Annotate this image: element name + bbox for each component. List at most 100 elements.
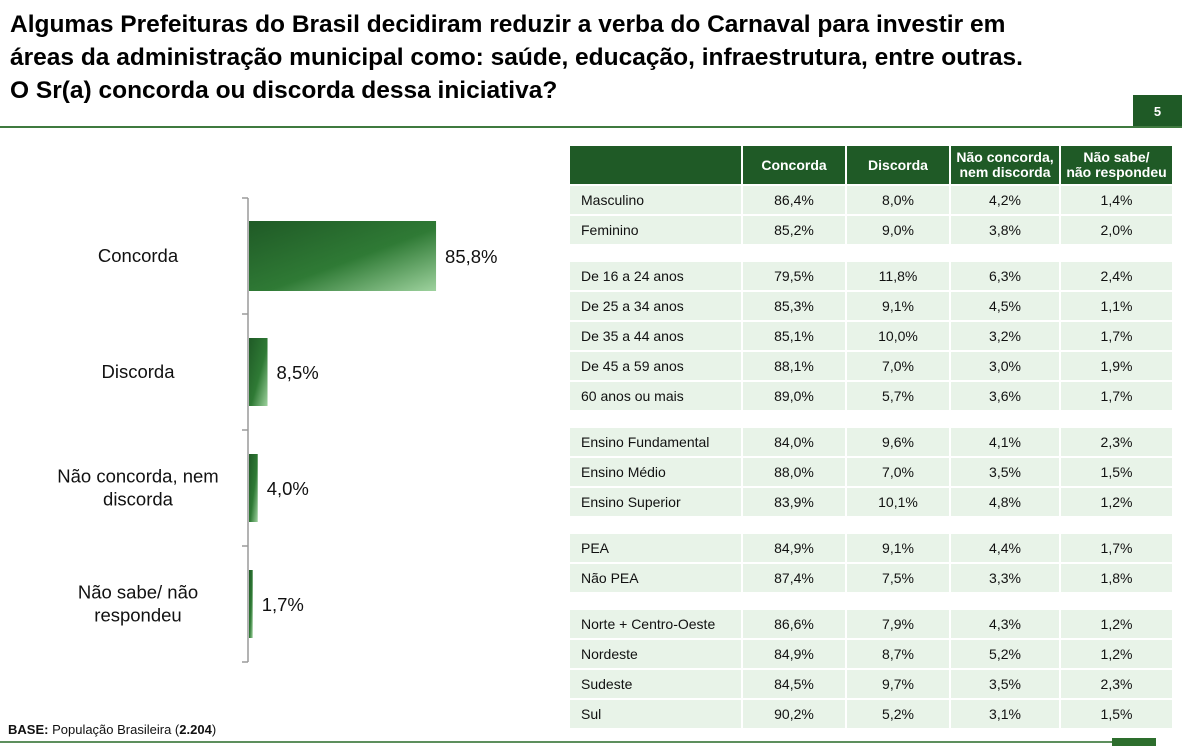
row-label: De 35 a 44 anos [570, 320, 743, 350]
bar [249, 221, 437, 291]
group-spacer [570, 244, 1172, 260]
table-cell: 85,2% [743, 214, 847, 244]
title-line-2: áreas da administração municipal como: s… [10, 44, 1023, 71]
table-cell: 88,0% [743, 456, 847, 486]
base-note-close: ) [211, 722, 217, 737]
table-cell: 1,7% [1061, 532, 1172, 562]
table-cell: 1,4% [1061, 184, 1172, 214]
table-cell: 1,5% [1061, 698, 1172, 728]
table-cell: 84,5% [743, 668, 847, 698]
base-note-label: BASE: [8, 722, 49, 737]
table-cell: 90,2% [743, 698, 847, 728]
table-cell: 88,1% [743, 350, 847, 380]
group-spacer [570, 410, 1172, 426]
table-cell: 84,9% [743, 638, 847, 668]
row-label: Norte + Centro-Oeste [570, 608, 743, 638]
table-cell: 4,1% [951, 426, 1061, 456]
table-cell: 7,0% [847, 350, 951, 380]
title-line-1: Algumas Prefeituras do Brasil decidiram … [10, 11, 1006, 38]
table-cell: 2,3% [1061, 426, 1172, 456]
table-cell: 84,9% [743, 532, 847, 562]
table-cell: 9,6% [847, 426, 951, 456]
row-label: 60 anos ou mais [570, 380, 743, 410]
table-cell: 3,6% [951, 380, 1061, 410]
table-cell: 11,8% [847, 260, 951, 290]
slide-title: Algumas Prefeituras do Brasil decidiram … [10, 8, 1130, 107]
table-row: Masculino 86,4% 8,0% 4,2% 1,4% [570, 184, 1172, 214]
table-cell: 9,1% [847, 532, 951, 562]
table-cell: 1,7% [1061, 320, 1172, 350]
table-row: De 35 a 44 anos 85,1% 10,0% 3,2% 1,7% [570, 320, 1172, 350]
table-cell: 1,2% [1061, 608, 1172, 638]
bar-chart: Concorda Discorda Não concorda, nem discord… [57, 197, 498, 663]
value-label: 1,7% [262, 594, 304, 615]
category-label: Discorda [102, 361, 176, 382]
row-label: PEA [570, 532, 743, 562]
table-row: Não PEA 87,4% 7,5% 3,3% 1,8% [570, 562, 1172, 592]
base-note-text: População Brasileira ( [52, 722, 180, 737]
table-row: De 25 a 34 anos 85,3% 9,1% 4,5% 1,1% [570, 290, 1172, 320]
table-row: De 45 a 59 anos 88,1% 7,0% 3,0% 1,9% [570, 350, 1172, 380]
table-cell: 4,4% [951, 532, 1061, 562]
table-cell: 2,4% [1061, 260, 1172, 290]
table-cell: 3,8% [951, 214, 1061, 244]
bar [249, 338, 268, 406]
category-label: Concorda [98, 245, 179, 266]
table-cell: 1,1% [1061, 290, 1172, 320]
table-cell: 2,3% [1061, 668, 1172, 698]
table-row: Ensino Superior 83,9% 10,1% 4,8% 1,2% [570, 486, 1172, 516]
table-cell: 7,5% [847, 562, 951, 592]
group-spacer [570, 516, 1172, 532]
table-cell: 4,8% [951, 486, 1061, 516]
table-cell: 1,5% [1061, 456, 1172, 486]
table-cell: 2,0% [1061, 214, 1172, 244]
row-label: Não PEA [570, 562, 743, 592]
value-label: 8,5% [277, 362, 319, 383]
table-cell: 1,2% [1061, 486, 1172, 516]
table-cell: 8,7% [847, 638, 951, 668]
table-row: Feminino 85,2% 9,0% 3,8% 2,0% [570, 214, 1172, 244]
table-row: Nordeste 84,9% 8,7% 5,2% 1,2% [570, 638, 1172, 668]
group-spacer [570, 592, 1172, 608]
page-number: 5 [1133, 95, 1182, 128]
value-label: 4,0% [267, 478, 309, 499]
table-row: Sul 90,2% 5,2% 3,1% 1,5% [570, 698, 1172, 728]
bar [249, 454, 258, 522]
table-cell: 3,3% [951, 562, 1061, 592]
table-row: 60 anos ou mais 89,0% 5,7% 3,6% 1,7% [570, 380, 1172, 410]
table-cell: 85,3% [743, 290, 847, 320]
category-label: Não sabe/ não respondeu [78, 582, 198, 626]
table-row: PEA 84,9% 9,1% 4,4% 1,7% [570, 532, 1172, 562]
column-header: Não concorda, nem discorda [951, 146, 1061, 184]
table-cell: 3,5% [951, 456, 1061, 486]
table-cell: 89,0% [743, 380, 847, 410]
table-header-row: Concorda Discorda Não concorda, nem discord… [570, 146, 1172, 184]
table-cell: 9,7% [847, 668, 951, 698]
table-cell: 83,9% [743, 486, 847, 516]
row-label: Nordeste [570, 638, 743, 668]
column-header: Concorda [743, 146, 847, 184]
table-cell: 9,1% [847, 290, 951, 320]
table-cell: 3,1% [951, 698, 1061, 728]
table-cell: 87,4% [743, 562, 847, 592]
table-cell: 1,2% [1061, 638, 1172, 668]
row-label: Sudeste [570, 668, 743, 698]
table-cell: 5,7% [847, 380, 951, 410]
table-cell: 1,8% [1061, 562, 1172, 592]
table-cell: 85,1% [743, 320, 847, 350]
row-label: Ensino Superior [570, 486, 743, 516]
table-cell: 4,3% [951, 608, 1061, 638]
row-label: De 16 a 24 anos [570, 260, 743, 290]
base-note: BASE: População Brasileira (2.204) [8, 722, 216, 737]
breakdown-table: Concorda Discorda Não concorda, nem discord… [570, 146, 1172, 728]
table-row: De 16 a 24 anos 79,5% 11,8% 6,3% 2,4% [570, 260, 1172, 290]
table-cell: 84,0% [743, 426, 847, 456]
table-cell: 1,7% [1061, 380, 1172, 410]
title-line-3: O Sr(a) concorda ou discorda dessa inici… [10, 77, 558, 104]
table-cell: 79,5% [743, 260, 847, 290]
table-cell: 10,1% [847, 486, 951, 516]
table-cell: 1,9% [1061, 350, 1172, 380]
table-row: Norte + Centro-Oeste 86,6% 7,9% 4,3% 1,2% [570, 608, 1172, 638]
table-cell: 86,6% [743, 608, 847, 638]
table-cell: 4,5% [951, 290, 1061, 320]
